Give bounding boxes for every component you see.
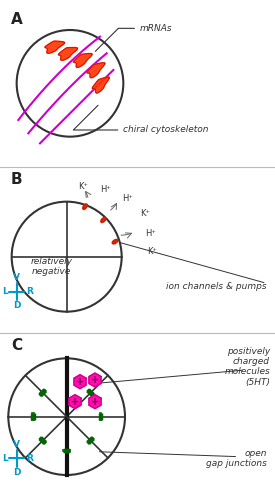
Text: ion channels & pumps: ion channels & pumps — [166, 282, 267, 291]
Text: A: A — [11, 12, 23, 26]
Text: D: D — [13, 302, 20, 310]
Text: D: D — [13, 468, 20, 477]
Text: +: + — [76, 376, 84, 386]
Ellipse shape — [102, 218, 105, 222]
Text: H⁺: H⁺ — [122, 194, 133, 203]
Polygon shape — [45, 41, 65, 54]
Text: positively
charged
molecules
(5HT): positively charged molecules (5HT) — [224, 346, 270, 387]
Text: +: + — [91, 375, 99, 385]
Text: K⁺: K⁺ — [140, 209, 150, 218]
Polygon shape — [58, 48, 78, 60]
Text: L: L — [2, 287, 8, 296]
Polygon shape — [69, 394, 81, 408]
Text: open
gap junctions: open gap junctions — [206, 448, 267, 468]
Text: C: C — [11, 338, 22, 353]
Polygon shape — [89, 373, 101, 387]
Polygon shape — [92, 77, 109, 93]
Text: B: B — [11, 172, 23, 186]
Text: H⁺: H⁺ — [145, 229, 156, 238]
Text: R: R — [26, 454, 32, 463]
Text: relatively
negative: relatively negative — [31, 257, 73, 276]
Text: K⁺: K⁺ — [147, 247, 157, 256]
Ellipse shape — [101, 218, 106, 222]
Text: L: L — [2, 454, 8, 463]
Polygon shape — [73, 54, 92, 68]
Text: V: V — [13, 273, 20, 282]
Text: chiral cytoskeleton: chiral cytoskeleton — [73, 106, 209, 134]
Ellipse shape — [84, 206, 86, 208]
Text: K⁺: K⁺ — [78, 182, 88, 191]
Ellipse shape — [114, 240, 116, 243]
Text: mRNAs: mRNAs — [95, 24, 173, 52]
Text: +: + — [71, 396, 79, 406]
Polygon shape — [87, 62, 105, 78]
Text: H⁺: H⁺ — [100, 186, 111, 194]
Polygon shape — [74, 374, 86, 388]
Ellipse shape — [112, 240, 117, 244]
Text: +: + — [91, 396, 99, 406]
Ellipse shape — [83, 204, 87, 209]
Polygon shape — [89, 394, 101, 408]
Text: R: R — [26, 287, 32, 296]
Text: V: V — [13, 440, 20, 448]
